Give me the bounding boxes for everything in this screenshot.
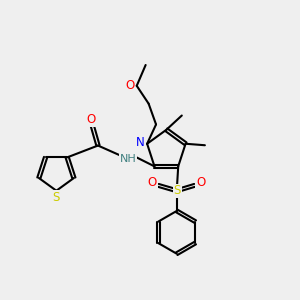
Text: S: S — [174, 184, 181, 197]
Text: NH: NH — [120, 154, 137, 164]
Text: O: O — [126, 79, 135, 92]
Text: N: N — [136, 136, 145, 149]
Text: S: S — [53, 191, 60, 204]
Text: O: O — [196, 176, 205, 190]
Text: O: O — [148, 176, 157, 190]
Text: O: O — [86, 113, 95, 126]
